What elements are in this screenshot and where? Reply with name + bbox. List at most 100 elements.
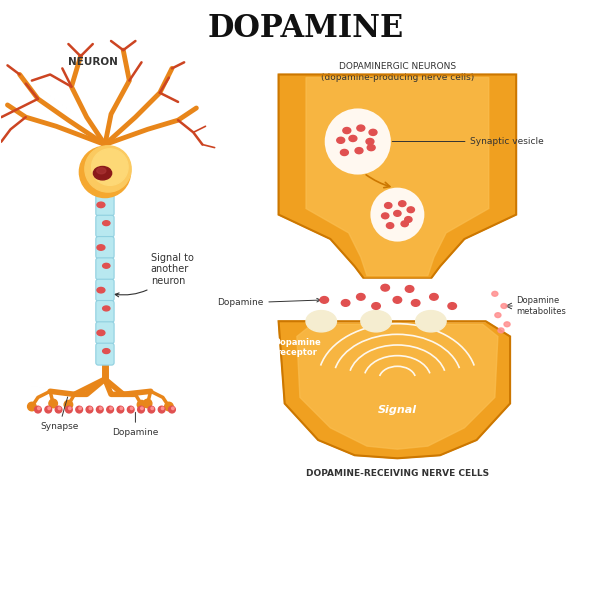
Ellipse shape bbox=[430, 294, 438, 300]
Circle shape bbox=[80, 146, 130, 198]
Text: Dopamine
metabolites: Dopamine metabolites bbox=[516, 296, 566, 316]
Circle shape bbox=[172, 407, 174, 409]
Circle shape bbox=[49, 399, 58, 408]
Ellipse shape bbox=[103, 306, 110, 311]
Circle shape bbox=[106, 406, 113, 413]
Ellipse shape bbox=[492, 291, 498, 296]
Ellipse shape bbox=[103, 221, 110, 226]
Text: DOPAMINE-RECEIVING NERVE CELLS: DOPAMINE-RECEIVING NERVE CELLS bbox=[306, 469, 489, 478]
FancyBboxPatch shape bbox=[96, 322, 114, 344]
Circle shape bbox=[92, 149, 128, 185]
Circle shape bbox=[141, 407, 143, 409]
FancyBboxPatch shape bbox=[96, 258, 114, 280]
Ellipse shape bbox=[361, 310, 391, 332]
Ellipse shape bbox=[416, 310, 446, 332]
Ellipse shape bbox=[401, 221, 408, 226]
FancyBboxPatch shape bbox=[96, 215, 114, 237]
Ellipse shape bbox=[384, 203, 392, 208]
Ellipse shape bbox=[498, 328, 504, 333]
Ellipse shape bbox=[97, 168, 106, 174]
Ellipse shape bbox=[103, 263, 110, 268]
Circle shape bbox=[79, 407, 81, 409]
Ellipse shape bbox=[366, 138, 374, 144]
Circle shape bbox=[372, 189, 423, 240]
Circle shape bbox=[138, 406, 144, 413]
Ellipse shape bbox=[405, 217, 412, 222]
FancyBboxPatch shape bbox=[96, 237, 114, 258]
Ellipse shape bbox=[103, 349, 110, 354]
Ellipse shape bbox=[340, 149, 348, 155]
Circle shape bbox=[159, 406, 165, 413]
Ellipse shape bbox=[369, 129, 377, 135]
Ellipse shape bbox=[407, 207, 414, 212]
Text: Dopamine: Dopamine bbox=[217, 299, 321, 307]
Circle shape bbox=[85, 146, 131, 192]
Circle shape bbox=[165, 402, 173, 411]
Polygon shape bbox=[297, 324, 498, 449]
Circle shape bbox=[55, 406, 62, 413]
Polygon shape bbox=[278, 321, 510, 458]
FancyBboxPatch shape bbox=[96, 194, 114, 216]
Ellipse shape bbox=[341, 300, 350, 306]
Circle shape bbox=[48, 407, 50, 409]
Circle shape bbox=[65, 406, 72, 413]
Text: Dopamine
receptor: Dopamine receptor bbox=[273, 338, 321, 357]
Circle shape bbox=[162, 407, 164, 409]
FancyBboxPatch shape bbox=[96, 343, 114, 365]
Ellipse shape bbox=[394, 211, 401, 216]
Polygon shape bbox=[309, 278, 486, 321]
Ellipse shape bbox=[386, 223, 394, 228]
Circle shape bbox=[143, 399, 152, 408]
Ellipse shape bbox=[393, 297, 401, 304]
Circle shape bbox=[110, 407, 112, 409]
Ellipse shape bbox=[320, 297, 329, 304]
Text: DOPAMINE: DOPAMINE bbox=[208, 13, 404, 44]
Ellipse shape bbox=[367, 144, 375, 151]
Ellipse shape bbox=[357, 125, 365, 131]
Circle shape bbox=[89, 407, 92, 409]
Circle shape bbox=[97, 406, 103, 413]
Polygon shape bbox=[306, 78, 489, 275]
FancyBboxPatch shape bbox=[96, 300, 114, 323]
Text: Signal: Signal bbox=[378, 405, 417, 414]
Ellipse shape bbox=[381, 213, 389, 218]
Circle shape bbox=[35, 406, 41, 413]
Ellipse shape bbox=[97, 245, 105, 250]
Circle shape bbox=[117, 406, 124, 413]
Circle shape bbox=[45, 406, 51, 413]
Ellipse shape bbox=[381, 285, 389, 291]
Ellipse shape bbox=[448, 303, 457, 309]
Ellipse shape bbox=[357, 294, 365, 300]
Text: Signal to
another
neuron: Signal to another neuron bbox=[115, 253, 193, 297]
Text: NEURON: NEURON bbox=[68, 58, 118, 67]
Circle shape bbox=[326, 110, 389, 173]
Circle shape bbox=[58, 407, 61, 409]
Text: DOPAMINERGIC NEURONS
(dopamine-producing nerve cells): DOPAMINERGIC NEURONS (dopamine-producing… bbox=[321, 62, 474, 82]
Circle shape bbox=[148, 406, 155, 413]
Circle shape bbox=[130, 407, 133, 409]
Text: Synaptic vesicle: Synaptic vesicle bbox=[392, 137, 544, 146]
Text: Synapse: Synapse bbox=[40, 397, 78, 431]
Circle shape bbox=[137, 400, 146, 409]
Ellipse shape bbox=[349, 135, 357, 141]
Ellipse shape bbox=[306, 310, 337, 332]
Ellipse shape bbox=[398, 201, 406, 206]
Circle shape bbox=[151, 407, 154, 409]
Circle shape bbox=[76, 406, 83, 413]
Ellipse shape bbox=[501, 304, 507, 308]
Ellipse shape bbox=[337, 137, 345, 143]
Polygon shape bbox=[278, 75, 516, 278]
Circle shape bbox=[28, 402, 36, 411]
Ellipse shape bbox=[495, 313, 501, 318]
Ellipse shape bbox=[94, 166, 111, 180]
Ellipse shape bbox=[504, 322, 510, 327]
Circle shape bbox=[64, 400, 73, 409]
Circle shape bbox=[100, 407, 102, 409]
Ellipse shape bbox=[405, 286, 414, 293]
Circle shape bbox=[37, 407, 40, 409]
Circle shape bbox=[86, 406, 93, 413]
Ellipse shape bbox=[372, 303, 380, 309]
Ellipse shape bbox=[97, 288, 105, 293]
Ellipse shape bbox=[343, 127, 351, 133]
Ellipse shape bbox=[97, 202, 105, 207]
